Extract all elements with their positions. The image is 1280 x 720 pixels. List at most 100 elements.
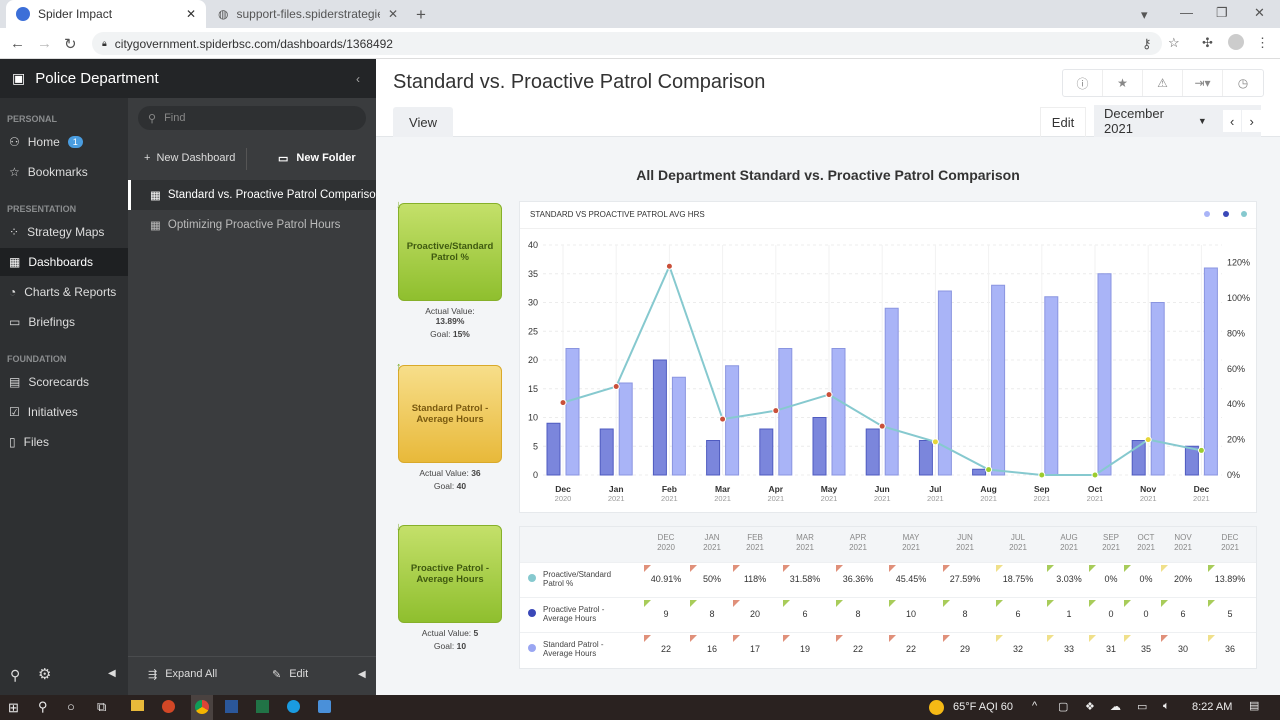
maximize-icon[interactable]: ❐ <box>1216 5 1228 20</box>
table-cell[interactable]: 31.58% <box>789 574 821 584</box>
edge-icon[interactable] <box>287 700 300 713</box>
previous-period-button[interactable]: ‹ <box>1222 110 1242 132</box>
back-icon[interactable]: ← <box>10 35 25 52</box>
row-label[interactable]: Standard Patrol - Average Hours <box>543 640 604 658</box>
bar-proactive[interactable] <box>1184 445 1199 476</box>
table-cell[interactable]: 33 <box>1063 644 1074 654</box>
nav-bookmarks[interactable]: ☆ Bookmarks <box>0 158 128 186</box>
bookmark-star-icon[interactable]: ☆ <box>1168 35 1180 50</box>
legend-percent-dot[interactable] <box>1241 211 1247 217</box>
table-cell[interactable]: 10 <box>905 609 916 619</box>
volume-muted-icon[interactable]: 🔈︎ <box>1163 700 1170 712</box>
table-cell[interactable]: 30 <box>1177 644 1188 654</box>
table-cell[interactable]: 6 <box>1180 609 1186 619</box>
table-cell[interactable]: 8 <box>855 609 861 619</box>
extensions-icon[interactable]: ✣ <box>1202 35 1213 50</box>
nav-strategy-maps[interactable]: ⁘ Strategy Maps <box>0 218 128 246</box>
table-cell[interactable]: 0 <box>1108 609 1114 619</box>
table-cell[interactable]: 16 <box>706 644 717 654</box>
table-cell[interactable]: 29 <box>959 644 970 654</box>
table-cell[interactable]: 27.59% <box>949 574 981 584</box>
table-cell[interactable]: 18.75% <box>1002 574 1034 584</box>
line-point[interactable] <box>559 399 567 407</box>
bar-proactive[interactable] <box>972 468 987 476</box>
kpi-tile[interactable]: ↓ Proactive Patrol - Average Hours Actual … <box>396 521 502 651</box>
close-tab-icon[interactable]: ✕ <box>387 7 398 21</box>
tab-view[interactable]: View <box>393 107 453 137</box>
table-cell[interactable]: 36.36% <box>842 574 874 584</box>
line-point[interactable] <box>931 438 939 446</box>
dashboard-item[interactable]: ▦ Standard vs. Proactive Patrol Compariso… <box>128 180 376 210</box>
table-cell[interactable]: 8 <box>962 609 968 619</box>
bar-proactive[interactable] <box>865 428 880 476</box>
bar-standard[interactable] <box>937 290 952 476</box>
search-icon[interactable]: ⚲ <box>10 667 21 683</box>
tab-search-icon[interactable]: ▾ <box>1141 7 1148 22</box>
app-icon[interactable] <box>318 700 331 713</box>
info-icon[interactable]: ⓘ <box>1063 70 1103 96</box>
organization-name[interactable]: Police Department <box>35 70 159 87</box>
table-cell[interactable]: 9 <box>663 609 669 619</box>
table-cell[interactable]: 31 <box>1105 644 1116 654</box>
gear-icon[interactable]: ⚙ <box>38 666 52 683</box>
bar-proactive[interactable] <box>652 359 667 476</box>
line-point[interactable] <box>1038 471 1046 479</box>
new-tab-icon[interactable]: + <box>416 5 426 24</box>
bar-standard[interactable] <box>884 307 899 476</box>
alert-icon[interactable]: ⚠ <box>1143 70 1183 96</box>
nav-scorecards[interactable]: ▤ Scorecards <box>0 368 128 396</box>
bar-proactive[interactable] <box>759 428 774 476</box>
search-icon[interactable]: ⚲ <box>38 699 48 714</box>
legend-standard-dot[interactable] <box>1204 211 1210 217</box>
new-dashboard-button[interactable]: + New Dashboard <box>144 152 235 164</box>
nav-files[interactable]: ▯ Files <box>0 428 128 456</box>
bar-standard[interactable] <box>991 284 1006 476</box>
next-period-button[interactable]: › <box>1242 110 1261 132</box>
table-cell[interactable]: 0% <box>1104 574 1118 584</box>
file-explorer-icon[interactable] <box>131 700 144 711</box>
table-cell[interactable]: 118% <box>743 574 767 584</box>
forward-icon[interactable]: → <box>37 35 52 52</box>
bar-standard[interactable] <box>671 376 686 476</box>
nav-initiatives[interactable]: ☑ Initiatives <box>0 398 128 426</box>
bar-proactive[interactable] <box>812 417 827 476</box>
find-input[interactable]: ⚲ Find <box>138 106 366 130</box>
line-point[interactable] <box>985 466 993 474</box>
table-cell[interactable]: 6 <box>1015 609 1021 619</box>
table-cell[interactable]: 35 <box>1140 644 1151 654</box>
bar-standard[interactable] <box>1150 302 1165 476</box>
table-cell[interactable]: 32 <box>1012 644 1023 654</box>
table-cell[interactable]: 20 <box>749 609 760 619</box>
table-cell[interactable]: 6 <box>802 609 808 619</box>
key-icon[interactable]: ⚷ <box>1142 36 1152 51</box>
minimize-icon[interactable]: — <box>1180 5 1193 20</box>
row-label[interactable]: Proactive Patrol - Average Hours <box>543 605 605 623</box>
table-cell[interactable]: 1 <box>1066 609 1072 619</box>
collapse-nav-icon[interactable]: ◀ <box>108 668 116 679</box>
nav-charts-reports[interactable]: ◔ Charts & Reports <box>0 278 128 306</box>
line-point[interactable] <box>1197 446 1205 454</box>
profile-icon[interactable] <box>1228 34 1244 50</box>
url-field[interactable]: 🔒︎ citygovernment.spiderbsc.com/dashboard… <box>92 32 1162 55</box>
table-cell[interactable]: 17 <box>749 644 760 654</box>
new-folder-button[interactable]: ▭ New Folder <box>278 152 356 165</box>
bar-standard[interactable] <box>725 365 740 476</box>
windows-start-icon[interactable]: ⊞ <box>8 700 19 715</box>
table-cell[interactable]: 13.89% <box>1214 574 1246 584</box>
collapse-sidebar-icon[interactable]: ‹ <box>356 71 360 86</box>
clock[interactable]: 8:22 AM <box>1192 701 1233 713</box>
line-point[interactable] <box>665 262 673 270</box>
period-selector[interactable]: December 2021 ▼ ‹ › <box>1094 105 1261 137</box>
cortana-icon[interactable]: ○ <box>67 699 75 714</box>
tray-chevron-icon[interactable]: ^ <box>1032 700 1038 712</box>
edit-button[interactable]: Edit <box>1040 107 1086 137</box>
table-cell[interactable]: 36 <box>1224 644 1235 654</box>
browser-tab[interactable]: ◍ support-files.spiderstrategies.com ✕ <box>208 0 408 28</box>
legend-proactive-dot[interactable] <box>1223 211 1229 217</box>
task-view-icon[interactable]: ⧉ <box>97 699 107 714</box>
table-cell[interactable]: 20% <box>1173 574 1192 584</box>
meet-icon[interactable]: ▢ <box>1058 701 1069 713</box>
dropbox-icon[interactable]: ❖ <box>1085 701 1095 713</box>
table-cell[interactable]: 40.91% <box>650 574 682 584</box>
bar-standard[interactable] <box>1097 273 1112 476</box>
